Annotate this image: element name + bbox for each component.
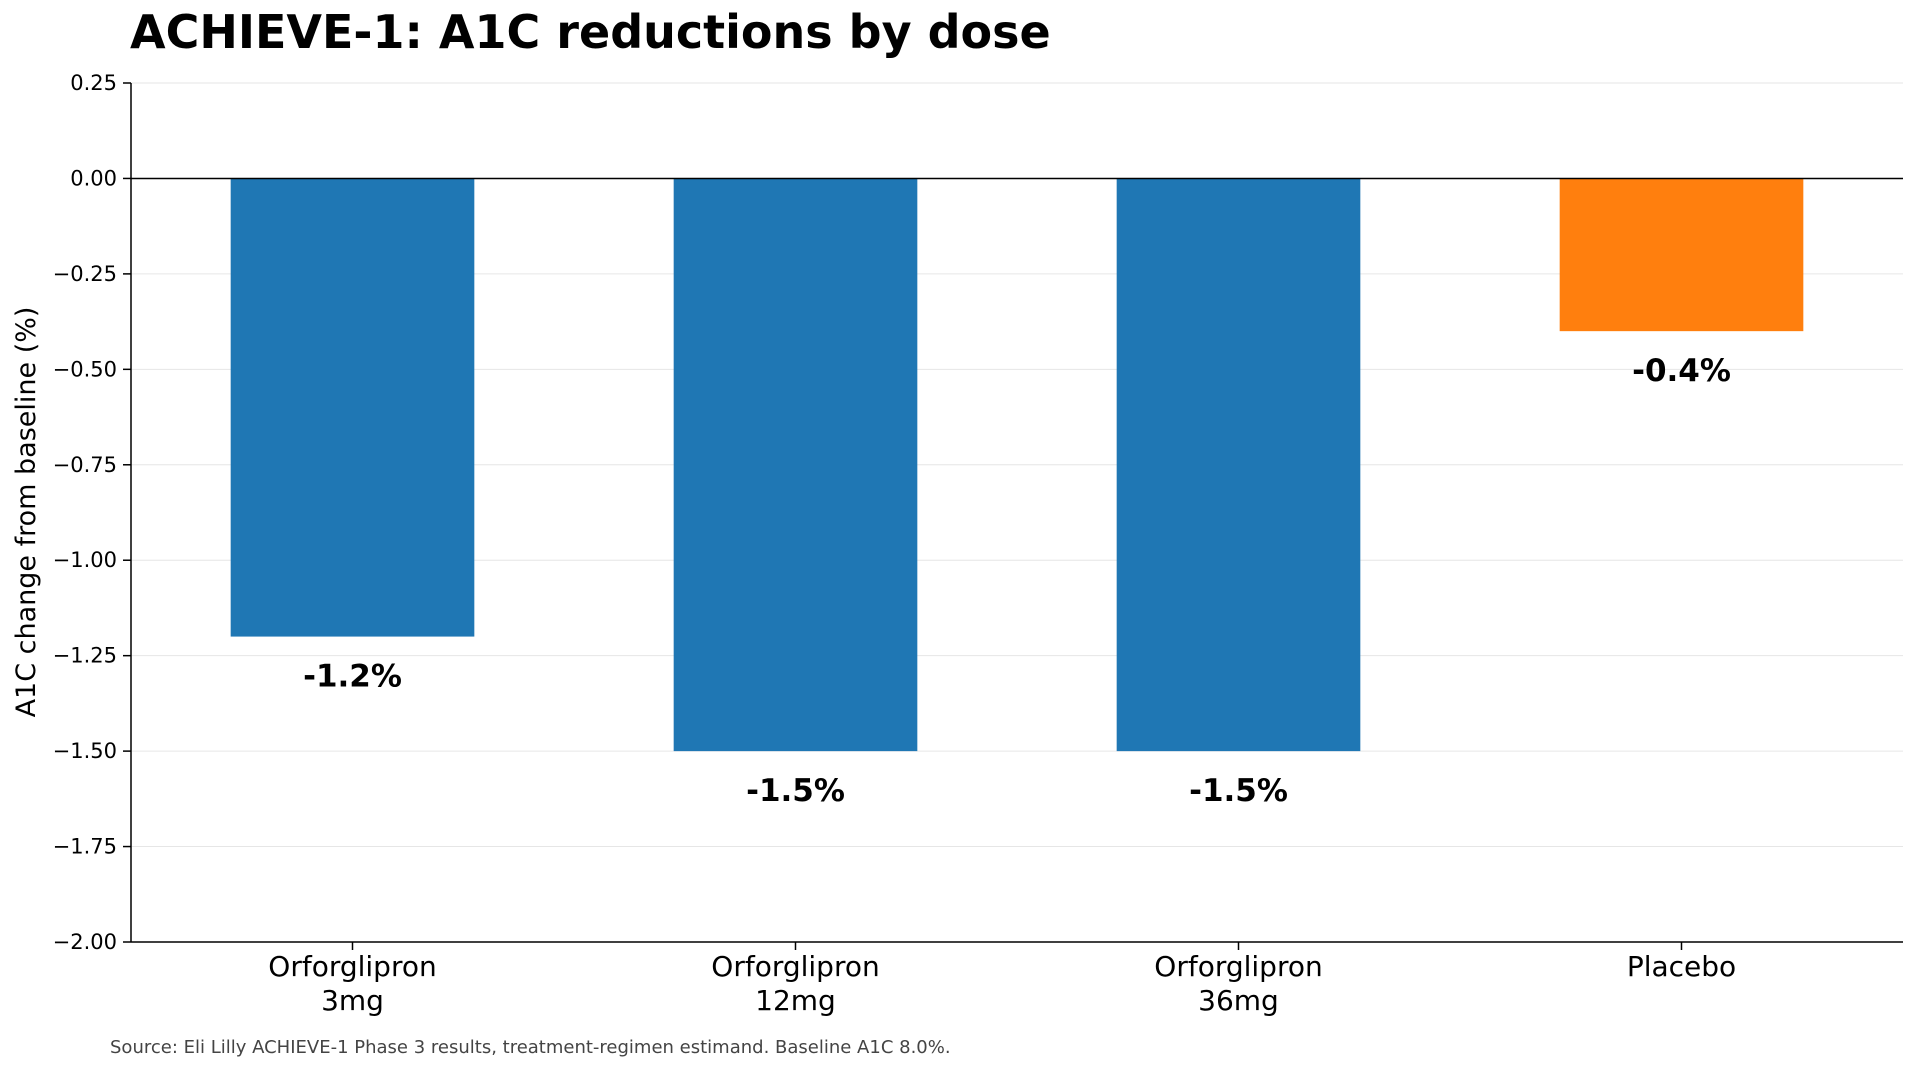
chart-title: ACHIEVE-1: A1C reductions by dose	[130, 5, 1051, 59]
source-note: Source: Eli Lilly ACHIEVE-1 Phase 3 resu…	[110, 1037, 951, 1058]
x-tick-label: Orforglipron 36mg	[1154, 950, 1322, 1017]
y-tick-label: 0.00	[70, 166, 117, 190]
data-label: -1.5%	[1189, 773, 1288, 809]
data-labels: -1.2% -1.5% -1.5% -0.4%	[303, 353, 1731, 809]
y-tick-label: −1.25	[53, 644, 117, 668]
bar	[673, 178, 918, 752]
y-tick-label: −0.25	[53, 262, 117, 286]
x-tick-label: Orforglipron 12mg	[711, 950, 879, 1017]
y-axis-ticks: 0.25 0.00 −0.25 −0.50 −0.75 −1.00 −1.25 −1.50 −1…	[53, 71, 131, 954]
y-tick-label: 0.25	[70, 71, 117, 95]
y-tick-label: −2.00	[53, 930, 117, 954]
data-label: -1.5%	[746, 773, 845, 809]
data-label: -1.2%	[303, 659, 402, 695]
bar	[1116, 178, 1361, 752]
bar	[1559, 178, 1804, 332]
y-tick-label: −0.75	[53, 453, 117, 477]
data-label: -0.4%	[1632, 353, 1731, 389]
bar	[230, 178, 475, 637]
y-tick-label: −1.00	[53, 548, 117, 572]
x-tick-label: Orforglipron 3mg	[268, 950, 436, 1017]
y-axis-label: A1C change from baseline (%)	[11, 307, 42, 718]
bars	[230, 178, 1804, 752]
y-tick-label: −1.75	[53, 835, 117, 859]
y-tick-label: −1.50	[53, 739, 117, 763]
x-tick-label: Placebo	[1627, 950, 1736, 983]
x-axis-ticks: Orforglipron 3mg Orforglipron 12mg Orforglip…	[268, 942, 1736, 1017]
y-tick-label: −0.50	[53, 357, 117, 381]
